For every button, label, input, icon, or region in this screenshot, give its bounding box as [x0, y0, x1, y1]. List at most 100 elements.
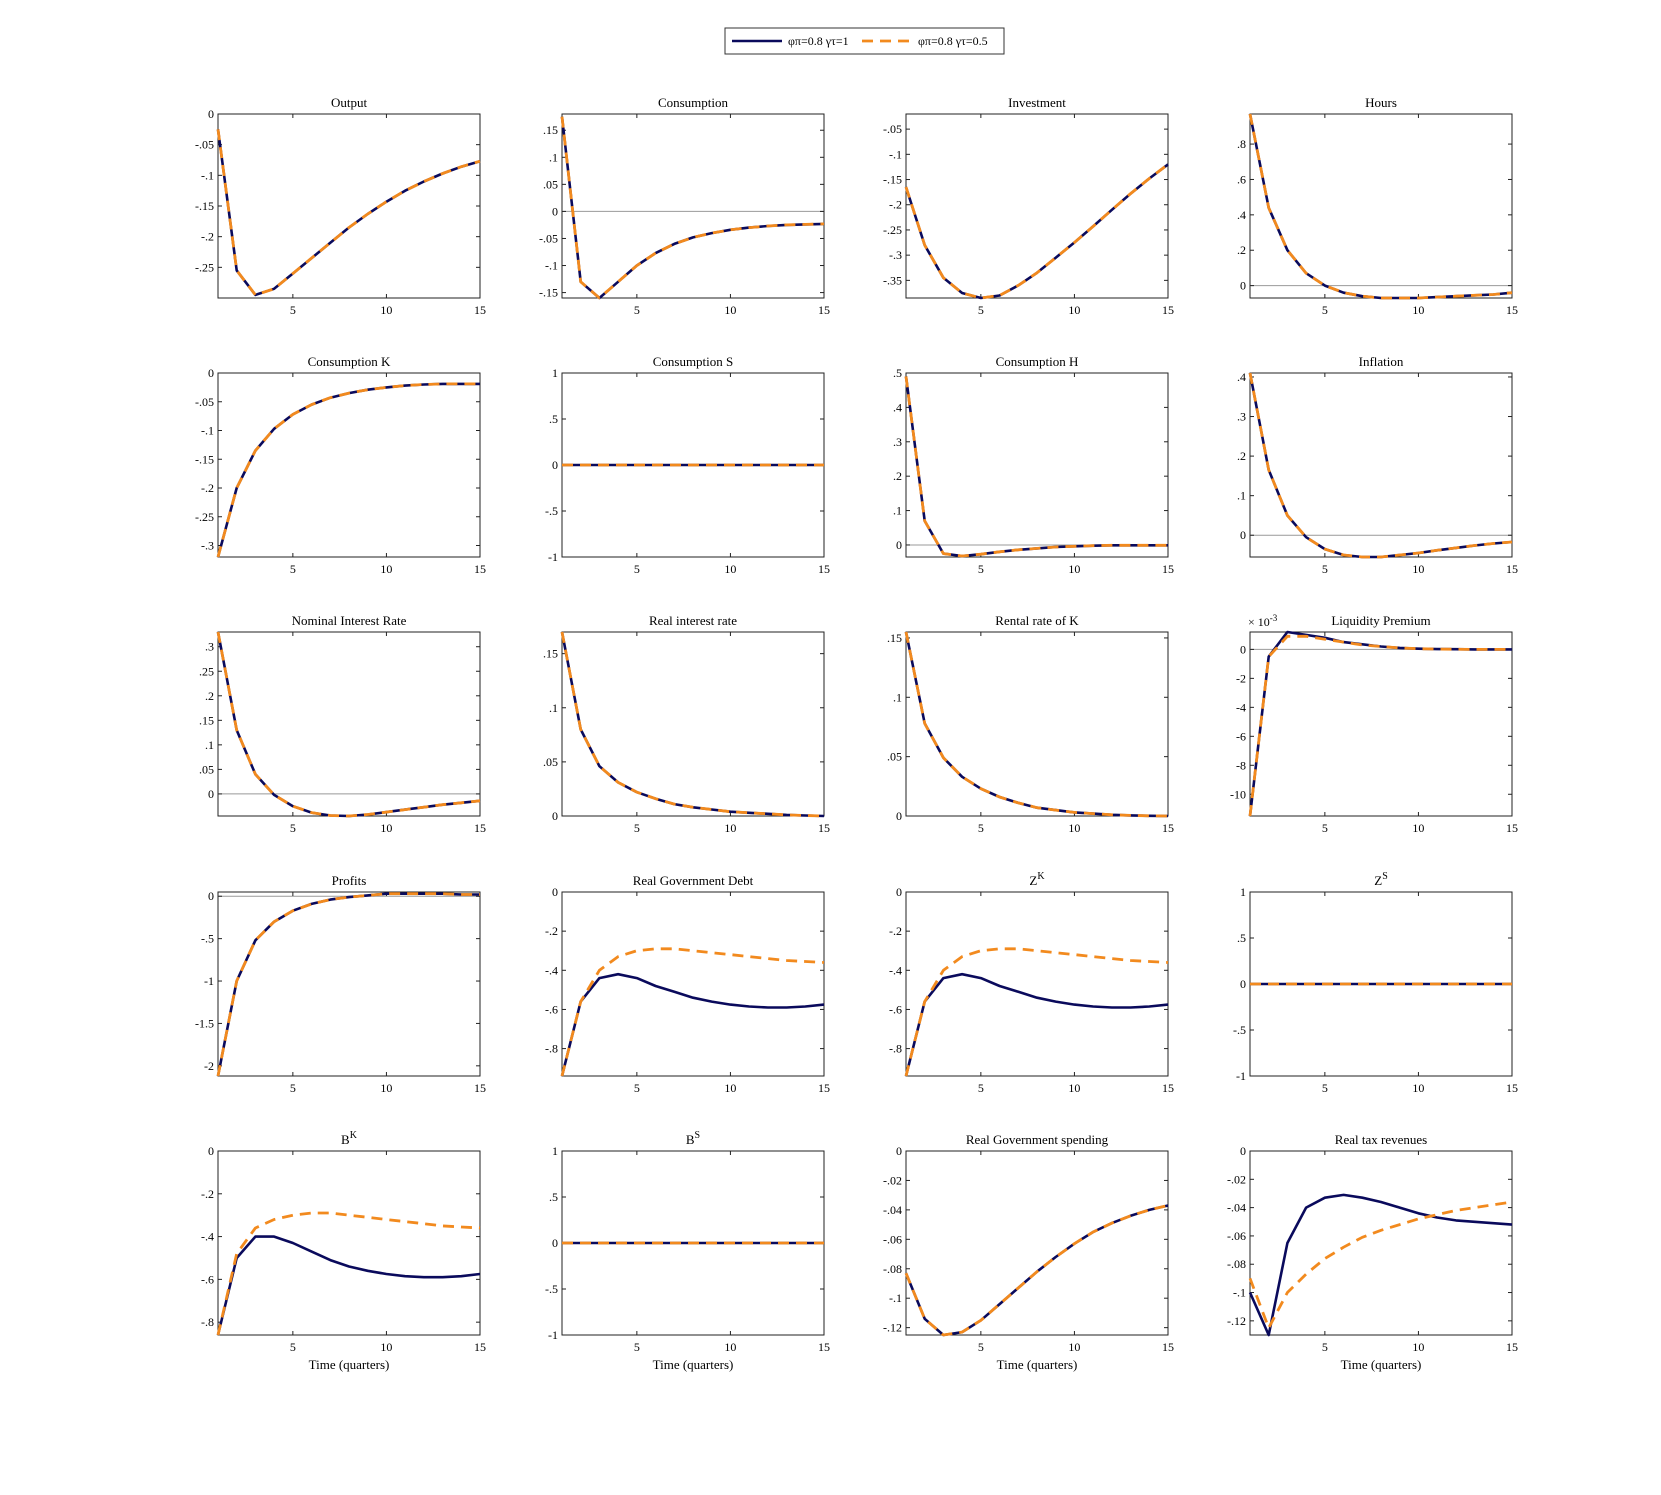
xtick-label: 10	[1068, 562, 1080, 576]
ytick-label: -2	[204, 1059, 214, 1073]
ytick-label: 0	[552, 458, 558, 472]
ytick-label: 0	[1240, 279, 1246, 293]
panel-17: 0 -.2 -.4 -.6 -.8 5 10 15 BK Time (quarters)	[201, 1130, 486, 1372]
ytick-label: -2	[1236, 671, 1246, 685]
panel-3: -.05 -.1 -.15 -.2 -.25 -.3 -.35 5 10 15 Investment	[883, 95, 1174, 317]
ytick-label: .3	[1237, 410, 1246, 424]
ytick-label: -.1	[1233, 1286, 1246, 1300]
ytick-label: -.15	[195, 199, 214, 213]
ytick-label: 1	[552, 366, 558, 380]
xtick-label: 10	[1412, 562, 1424, 576]
ytick-label: .05	[543, 177, 558, 191]
xtick-label: 5	[1322, 303, 1328, 317]
xtick-label: 15	[1506, 562, 1518, 576]
panel-16: 1 .5 0 -.5 -1 5 10 15 ZS	[1233, 871, 1518, 1095]
series-line-1	[560, 972, 825, 1077]
xtick-label: 10	[724, 1340, 736, 1354]
panel-title: Consumption K	[308, 354, 391, 369]
ytick-label: -.5	[545, 1282, 558, 1296]
ytick-label: .4	[1237, 208, 1246, 222]
xtick-label: 15	[1506, 303, 1518, 317]
xtick-label: 10	[1412, 1340, 1424, 1354]
panel-13: 0 -.5 -1 -1.5 -2 5 10 15 Profits	[195, 873, 486, 1095]
ytick-label: -.5	[201, 932, 214, 946]
ytick-label: 0	[896, 809, 902, 823]
xtick-label: 15	[474, 1340, 486, 1354]
plot-area	[217, 113, 481, 299]
ytick-label: .2	[893, 469, 902, 483]
series-line-1	[904, 972, 1169, 1077]
panel-11: .15 .1 .05 0 5 10 15 Rental rate of K	[887, 613, 1174, 835]
panel-title: Output	[331, 95, 368, 110]
plot-area	[217, 1150, 481, 1336]
panel-14: 0 -.2 -.4 -.6 -.8 5 10 15 Real Government Debt	[545, 873, 830, 1095]
ytick-label: -.1	[889, 147, 902, 161]
ytick-label: -.3	[201, 539, 214, 553]
ytick-label: -.5	[1233, 1023, 1246, 1037]
plot-area	[905, 1150, 1169, 1336]
series-line-2	[216, 892, 480, 1077]
xtick-label: 15	[474, 303, 486, 317]
xtick-label: 10	[380, 1081, 392, 1095]
xtick-label: 5	[634, 303, 640, 317]
panel-title: Profits	[332, 873, 367, 888]
ytick-label: .1	[1237, 489, 1246, 503]
ytick-label: -.12	[883, 1321, 902, 1335]
panel-2: .15 .1 .05 0 -.05 -.1 -.15 5 10 15 Consumption	[539, 95, 830, 317]
xtick-label: 10	[1068, 303, 1080, 317]
xtick-label: 5	[1322, 562, 1328, 576]
xtick-label: 5	[634, 821, 640, 835]
series-line-1	[216, 1235, 481, 1336]
ytick-label: -.05	[539, 231, 558, 245]
xtick-label: 15	[1162, 303, 1174, 317]
xtick-label: 5	[1322, 1081, 1328, 1095]
series-line-2	[216, 129, 481, 297]
panel-title-sup: K	[1037, 871, 1045, 882]
panel-title: Consumption	[658, 95, 729, 110]
xtick-label: 15	[1506, 1340, 1518, 1354]
panel-1: 0 -.05 -.1 -.15 -.2 -.25 5 10 15 Output	[195, 95, 486, 317]
ytick-label: .4	[1237, 370, 1246, 384]
xtick-label: 15	[474, 821, 486, 835]
exponent-sup: -3	[1270, 613, 1278, 623]
series-line-2	[560, 116, 825, 300]
panel-title: Consumption H	[996, 354, 1079, 369]
panel-title: Inflation	[1359, 354, 1404, 369]
ytick-label: 0	[1240, 642, 1246, 656]
ytick-label: -.5	[545, 504, 558, 518]
xtick-label: 5	[978, 1081, 984, 1095]
plot-area	[217, 631, 481, 817]
ytick-label: .3	[205, 640, 214, 654]
ytick-label: -.2	[545, 924, 558, 938]
xtick-label: 15	[1162, 562, 1174, 576]
ytick-label: -.02	[883, 1173, 902, 1187]
ytick-label: -.04	[1227, 1201, 1246, 1215]
ytick-label: 0	[552, 1236, 558, 1250]
panel-title-sup: S	[1382, 871, 1388, 882]
series-line-2	[904, 163, 1169, 300]
ytick-label: .05	[199, 762, 214, 776]
ytick-label: 0	[1240, 977, 1246, 991]
xtick-label: 15	[1162, 1081, 1174, 1095]
ytick-label: 0	[552, 809, 558, 823]
ytick-label: 0	[552, 204, 558, 218]
exponent-label: × 10-3	[1248, 613, 1278, 629]
xtick-label: 10	[724, 303, 736, 317]
ytick-label: .2	[1237, 449, 1246, 463]
ytick-label: -1.5	[195, 1016, 214, 1030]
panel-title: Nominal Interest Rate	[292, 613, 407, 628]
ytick-label: -.05	[195, 138, 214, 152]
panel-4: .8 .6 .4 .2 0 5 10 15 Hours	[1237, 95, 1518, 317]
ytick-label: 0	[552, 885, 558, 899]
xtick-label: 5	[978, 303, 984, 317]
xtick-label: 5	[1322, 1340, 1328, 1354]
legend-label-1: φπ=0.8 γτ=1	[788, 34, 849, 48]
xtick-label: 15	[1162, 1340, 1174, 1354]
series-line-2	[1248, 113, 1513, 300]
ytick-label: -.4	[201, 1230, 214, 1244]
ytick-label: -.1	[545, 259, 558, 273]
panel-10: .15 .1 .05 0 5 10 15 Real interest rate	[543, 613, 830, 835]
ytick-label: .1	[205, 738, 214, 752]
series-line-2	[904, 376, 1168, 558]
ytick-label: .4	[893, 400, 902, 414]
